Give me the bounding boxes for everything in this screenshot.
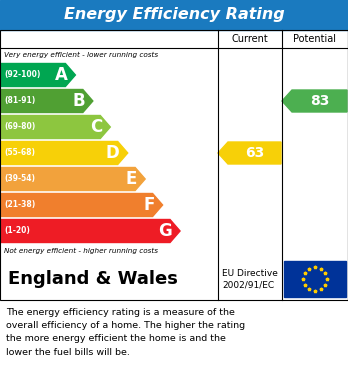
Text: D: D — [106, 144, 120, 162]
Text: Not energy efficient - higher running costs: Not energy efficient - higher running co… — [4, 248, 158, 254]
Polygon shape — [0, 167, 145, 190]
Text: Current: Current — [232, 34, 268, 44]
Text: A: A — [55, 66, 68, 84]
Text: E: E — [126, 170, 137, 188]
Polygon shape — [0, 63, 76, 86]
Polygon shape — [282, 90, 347, 112]
Text: 2002/91/EC: 2002/91/EC — [222, 280, 274, 289]
Text: Potential: Potential — [293, 34, 337, 44]
Text: (55-68): (55-68) — [4, 149, 35, 158]
Text: 63: 63 — [245, 146, 264, 160]
Text: The energy efficiency rating is a measure of the
overall efficiency of a home. T: The energy efficiency rating is a measur… — [6, 308, 245, 357]
Text: (1-20): (1-20) — [4, 226, 30, 235]
Text: EU Directive: EU Directive — [222, 269, 278, 278]
Text: F: F — [143, 196, 155, 214]
Text: (21-38): (21-38) — [4, 201, 35, 210]
Text: G: G — [158, 222, 172, 240]
Polygon shape — [218, 142, 281, 164]
Text: 83: 83 — [310, 94, 330, 108]
Text: B: B — [72, 92, 85, 110]
Text: (92-100): (92-100) — [4, 70, 40, 79]
Polygon shape — [0, 115, 110, 138]
Text: (69-80): (69-80) — [4, 122, 35, 131]
Polygon shape — [0, 90, 93, 113]
Bar — [284, 261, 346, 297]
Polygon shape — [0, 142, 128, 165]
Text: (39-54): (39-54) — [4, 174, 35, 183]
Text: C: C — [90, 118, 102, 136]
Text: Energy Efficiency Rating: Energy Efficiency Rating — [64, 7, 284, 23]
Polygon shape — [0, 194, 163, 217]
Text: England & Wales: England & Wales — [8, 270, 178, 288]
Text: Very energy efficient - lower running costs: Very energy efficient - lower running co… — [4, 52, 158, 58]
Bar — [0, 0, 348, 30]
Bar — [0, 30, 348, 300]
Text: (81-91): (81-91) — [4, 97, 35, 106]
Bar — [0, 258, 348, 300]
Polygon shape — [0, 219, 180, 242]
